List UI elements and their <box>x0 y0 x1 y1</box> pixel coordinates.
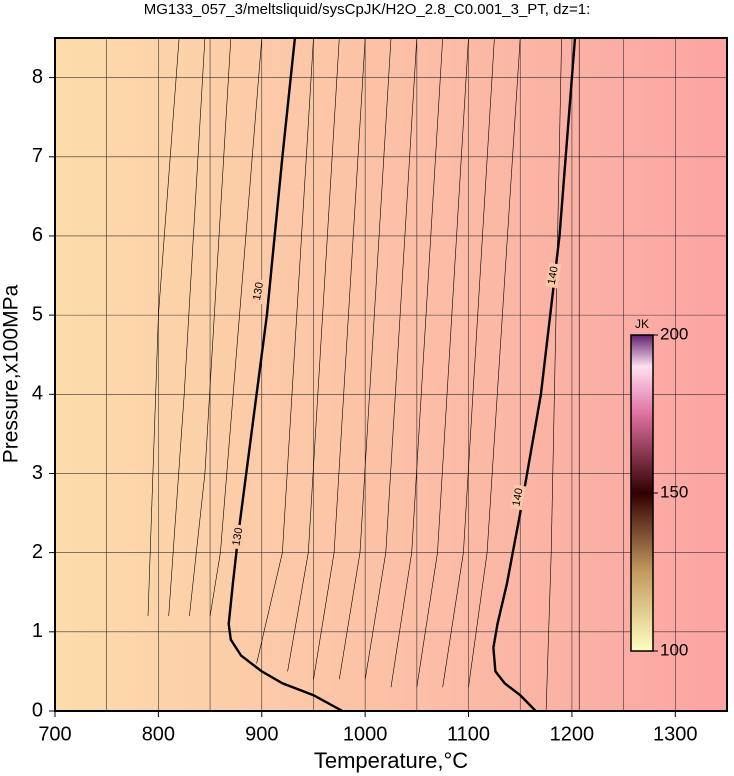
colorbar-tick-label: 100 <box>660 640 688 659</box>
y-tick-label: 5 <box>32 303 43 325</box>
contour-label: 140 <box>545 262 562 289</box>
colorbar-label: JK <box>635 317 649 331</box>
x-tick-label: 800 <box>142 723 175 745</box>
contour-line <box>545 37 562 712</box>
colorbar-tick-label: 200 <box>660 324 688 343</box>
contour-line <box>492 37 577 712</box>
contour-line <box>189 37 232 617</box>
x-axis-label: Temperature,°C <box>314 748 468 773</box>
plot-background <box>55 38 727 711</box>
y-axis-label: Pressure,x100MPa <box>0 284 23 463</box>
contour-label-text: 130 <box>251 281 266 301</box>
contour-line <box>364 37 418 680</box>
y-tick-label: 8 <box>32 66 43 88</box>
contour-label-text: 140 <box>546 265 561 285</box>
contour-line <box>209 37 263 617</box>
x-tick-label: 900 <box>245 723 278 745</box>
x-tick-label: 700 <box>38 723 71 745</box>
contour-label: 140 <box>510 484 527 511</box>
contour-line <box>313 37 366 680</box>
contour-line <box>227 37 343 713</box>
y-tick-label: 6 <box>32 224 43 246</box>
colorbar <box>630 334 654 652</box>
x-tick-label: 1200 <box>550 723 595 745</box>
colorbar-tick-label: 150 <box>660 482 688 501</box>
contour-label: 130 <box>229 523 246 550</box>
y-tick-label: 7 <box>32 145 43 167</box>
contour-label-bg <box>510 484 527 511</box>
y-tick-label: 4 <box>32 383 43 405</box>
y-tick-label: 1 <box>32 620 43 642</box>
contour-label-bg <box>250 278 267 305</box>
plot-area: 130 130 140 140 <box>55 37 727 713</box>
contour-label: 130 <box>250 278 267 305</box>
contour-label-bg <box>545 262 562 289</box>
y-tick-label: 0 <box>32 699 43 721</box>
y-tick-label: 2 <box>32 541 43 563</box>
x-tick-label: 1000 <box>343 723 388 745</box>
contour-line <box>468 37 521 688</box>
contour-label-bg <box>229 523 246 550</box>
contour-line <box>168 37 206 617</box>
x-tick-label: 1300 <box>653 723 698 745</box>
contour-label-text: 130 <box>230 527 245 547</box>
contour-line <box>256 37 314 664</box>
chart-title: MG133_057_3/meltsliquid/sysCpJK/H2O_2.8_… <box>144 1 591 18</box>
plot-frame <box>54 37 728 712</box>
contour-line <box>339 37 392 680</box>
x-tick-label: 1100 <box>447 723 490 745</box>
contour-line <box>442 37 495 688</box>
contour-line <box>390 37 443 688</box>
contour-line <box>147 37 180 617</box>
y-tick-label: 3 <box>32 462 43 484</box>
contour-line <box>416 37 469 688</box>
contour-label-text: 140 <box>511 487 526 507</box>
contour-line <box>287 37 340 672</box>
